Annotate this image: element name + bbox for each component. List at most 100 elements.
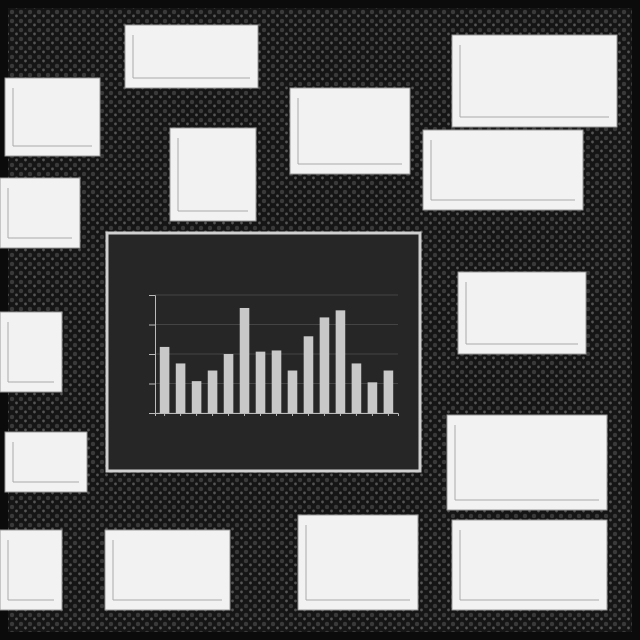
x-tick-mark <box>180 413 181 416</box>
thumbnail-panel <box>447 415 607 510</box>
thumbnail-frame <box>447 415 607 510</box>
x-tick <box>260 413 261 416</box>
bar <box>224 354 234 413</box>
x-tick-mark <box>260 413 261 416</box>
thumbnail-rule <box>306 525 307 600</box>
bar <box>176 363 186 413</box>
x-tick-mark <box>324 413 325 416</box>
x-axis <box>156 413 399 416</box>
thumbnail-rule <box>431 140 432 200</box>
y-axis-line <box>149 296 156 414</box>
x-tick-mark <box>244 413 245 416</box>
bar <box>320 317 330 413</box>
thumbnail-panel <box>0 312 62 392</box>
bar <box>368 382 378 413</box>
y-tick-mark <box>149 325 155 326</box>
x-tick-mark <box>228 413 229 416</box>
thumbnail-rule <box>113 600 222 601</box>
thumbnail-panel <box>452 520 607 610</box>
thumbnail-rule <box>460 117 609 118</box>
x-tick-mark <box>356 413 357 416</box>
thumbnail-frame <box>298 515 418 610</box>
bars <box>160 308 393 413</box>
thumbnail-rule <box>298 164 402 165</box>
thumbnail-rule <box>460 600 599 601</box>
thumbnail-rule <box>8 600 54 601</box>
bar <box>192 381 202 413</box>
bar <box>256 352 266 413</box>
background <box>8 8 632 632</box>
bar <box>272 350 282 413</box>
thumbnail-panel <box>423 130 583 210</box>
thumbnail-rule <box>460 530 461 600</box>
y-tick-mark <box>149 295 155 296</box>
thumbnail-rule <box>13 146 92 147</box>
thumbnail-panel <box>290 88 410 174</box>
thumbnail-frame <box>423 130 583 210</box>
y-tick <box>149 384 155 385</box>
thumbnail-rule <box>466 282 467 344</box>
thumbnail-frame <box>458 272 586 354</box>
x-tick <box>244 413 245 416</box>
canvas <box>0 0 640 640</box>
thumbnail-frame <box>125 25 258 88</box>
x-tick <box>180 413 181 416</box>
thumbnail-rule <box>431 200 575 201</box>
x-tick-mark <box>308 413 309 416</box>
thumbnail-panel <box>298 515 418 610</box>
x-tick <box>292 413 293 416</box>
y-tick <box>149 354 155 355</box>
bar <box>352 363 362 413</box>
bar <box>288 371 298 413</box>
thumbnail-frame <box>452 35 617 127</box>
thumbnail-rule <box>460 45 461 117</box>
thumbnail-rule <box>133 35 134 78</box>
x-tick <box>196 413 197 416</box>
thumbnail-frame <box>0 178 80 248</box>
grid-line <box>155 324 398 325</box>
thumbnail-panel <box>125 25 258 88</box>
y-tick-mark <box>149 384 155 385</box>
bar <box>384 371 394 413</box>
x-tick <box>276 413 277 416</box>
thumbnail-rule <box>13 88 14 146</box>
thumbnail-frame <box>105 530 230 610</box>
x-tick-mark <box>388 413 389 416</box>
thumbnail-rule <box>113 540 114 600</box>
thumbnail-panel <box>458 272 586 354</box>
thumbnail-rule <box>306 600 410 601</box>
thumbnail-frame <box>0 312 62 392</box>
x-tick-mark <box>196 413 197 416</box>
thumbnail-frame <box>0 530 62 610</box>
x-tick-mark <box>340 413 341 416</box>
x-tick <box>324 413 325 416</box>
x-axis-line <box>156 414 399 417</box>
thumbnail-frame <box>290 88 410 174</box>
thumbnail-rule <box>466 344 578 345</box>
x-tick <box>340 413 341 416</box>
thumbnail-rule <box>455 500 599 501</box>
thumbnail-rule <box>8 238 72 239</box>
thumbnail-rule <box>8 322 9 382</box>
thumbnail-frame <box>452 520 607 610</box>
thumbnail-rule <box>8 188 9 238</box>
y-tick <box>149 295 155 296</box>
y-tick <box>149 325 155 326</box>
thumbnail-rule <box>8 540 9 600</box>
x-tick <box>228 413 229 416</box>
thumbnail-rule <box>455 425 456 500</box>
bar <box>336 310 346 413</box>
x-tick <box>356 413 357 416</box>
x-tick-mark <box>372 413 373 416</box>
x-tick <box>308 413 309 416</box>
y-axis <box>149 296 156 414</box>
x-tick <box>372 413 373 416</box>
bar <box>240 308 250 413</box>
thumbnail-rule <box>178 211 248 212</box>
y-tick-mark <box>149 354 155 355</box>
thumbnail-rule <box>13 482 79 483</box>
x-tick-mark <box>292 413 293 416</box>
x-tick <box>388 413 389 416</box>
y-tick <box>149 413 155 414</box>
x-tick-mark <box>164 413 165 416</box>
